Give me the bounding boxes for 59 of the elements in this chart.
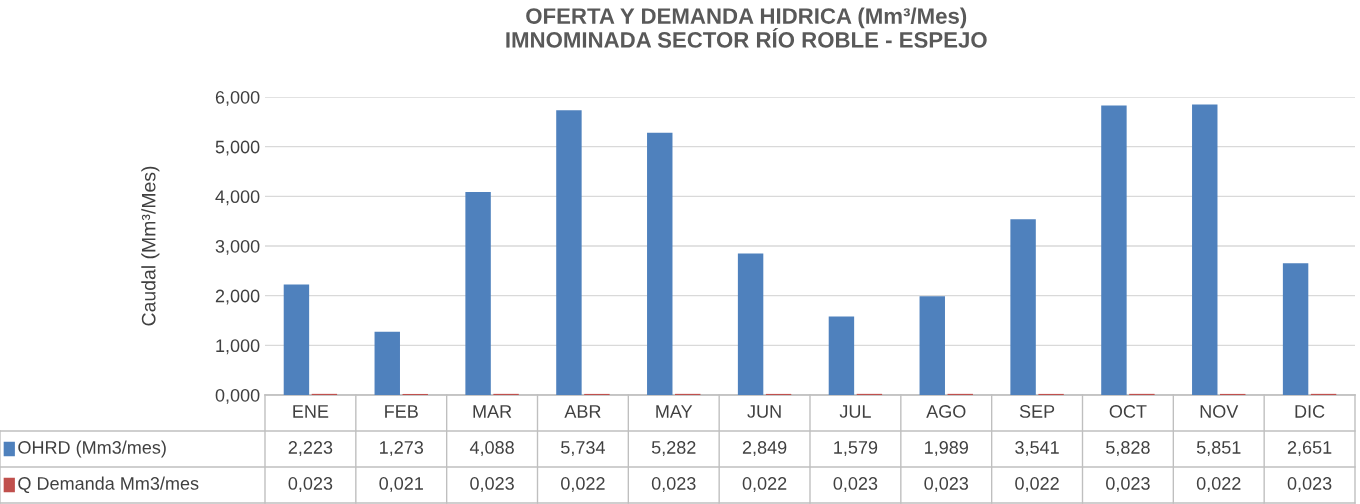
bar: [374, 331, 400, 395]
x-tick-label: FEB: [385, 405, 418, 418]
data-label: 0,021: [379, 477, 423, 492]
data-label: 5,734: [561, 441, 605, 456]
data-label: 0,022: [561, 477, 605, 492]
data-label: 1,579: [834, 441, 878, 456]
data-label: 0,023: [288, 477, 333, 492]
bar: [556, 110, 582, 395]
bar: [737, 253, 764, 395]
data-label: 0,023: [1287, 477, 1332, 492]
y-tick-label: 2,000: [215, 289, 260, 305]
y-tick-label: 3,000: [215, 239, 260, 255]
bar: [647, 132, 673, 395]
y-tick-label: 6,000: [215, 90, 260, 106]
data-label: 0,023: [833, 477, 878, 492]
data-label: 5,282: [651, 441, 696, 456]
bar: [828, 316, 855, 395]
x-tick-label: JUL: [839, 405, 871, 418]
y-tick-label: 0,000: [215, 388, 260, 404]
x-tick-label: DIC: [1295, 405, 1325, 418]
data-label: 0,023: [1106, 477, 1150, 492]
bar: [1101, 105, 1127, 395]
data-label: 4,088: [469, 441, 514, 456]
data-label: 0,022: [1015, 477, 1059, 492]
bar: [1192, 104, 1218, 395]
legend-label: OHRD (Mm3/mes): [18, 440, 166, 458]
x-tick-label: MAY: [656, 405, 693, 418]
y-tick-label: 5,000: [215, 140, 260, 156]
x-tick-label: NOV: [1200, 405, 1239, 418]
y-tick-label: 4,000: [215, 190, 260, 206]
bar: [919, 296, 945, 395]
y-tick-label: 1,000: [216, 339, 260, 355]
legend-label: Q Demanda Mm3/mes: [18, 476, 199, 494]
x-tick-label: MAR: [473, 405, 512, 418]
data-label: 1,273: [380, 441, 424, 456]
data-label: 0,022: [1196, 477, 1241, 492]
x-tick-label: ABR: [564, 405, 601, 418]
x-tick-label: AGO: [926, 405, 966, 418]
data-label: 2,651: [1287, 441, 1332, 456]
bar: [283, 284, 310, 395]
bar: [1010, 219, 1036, 395]
data-label: 0,023: [470, 477, 514, 492]
y-axis-title: Caudal (Mm³/Mes): [141, 166, 160, 326]
data-label: 2,223: [288, 441, 333, 456]
data-label: 0,023: [924, 477, 969, 492]
x-tick-label: OCT: [1109, 405, 1147, 418]
data-label: 1,989: [925, 441, 968, 456]
x-tick-label: ENE: [293, 405, 329, 418]
data-label: 0,022: [742, 477, 787, 492]
chart-title: OFERTA Y DEMANDA HIDRICA (Mm³/Mes) IMNOMINADA SECTOR RÍO ROBLE - ESPEJO: [506, 7, 987, 48]
data-label: 3,541: [1015, 441, 1059, 456]
bar: [465, 191, 491, 395]
data-label: 2,849: [742, 441, 787, 456]
data-label: 0,023: [651, 477, 696, 492]
x-tick-label: JUN: [747, 405, 781, 418]
data-label: 5,828: [1106, 441, 1150, 456]
x-tick-label: SEP: [1019, 405, 1055, 418]
bar: [1282, 263, 1309, 395]
data-label: 5,851: [1196, 441, 1241, 456]
